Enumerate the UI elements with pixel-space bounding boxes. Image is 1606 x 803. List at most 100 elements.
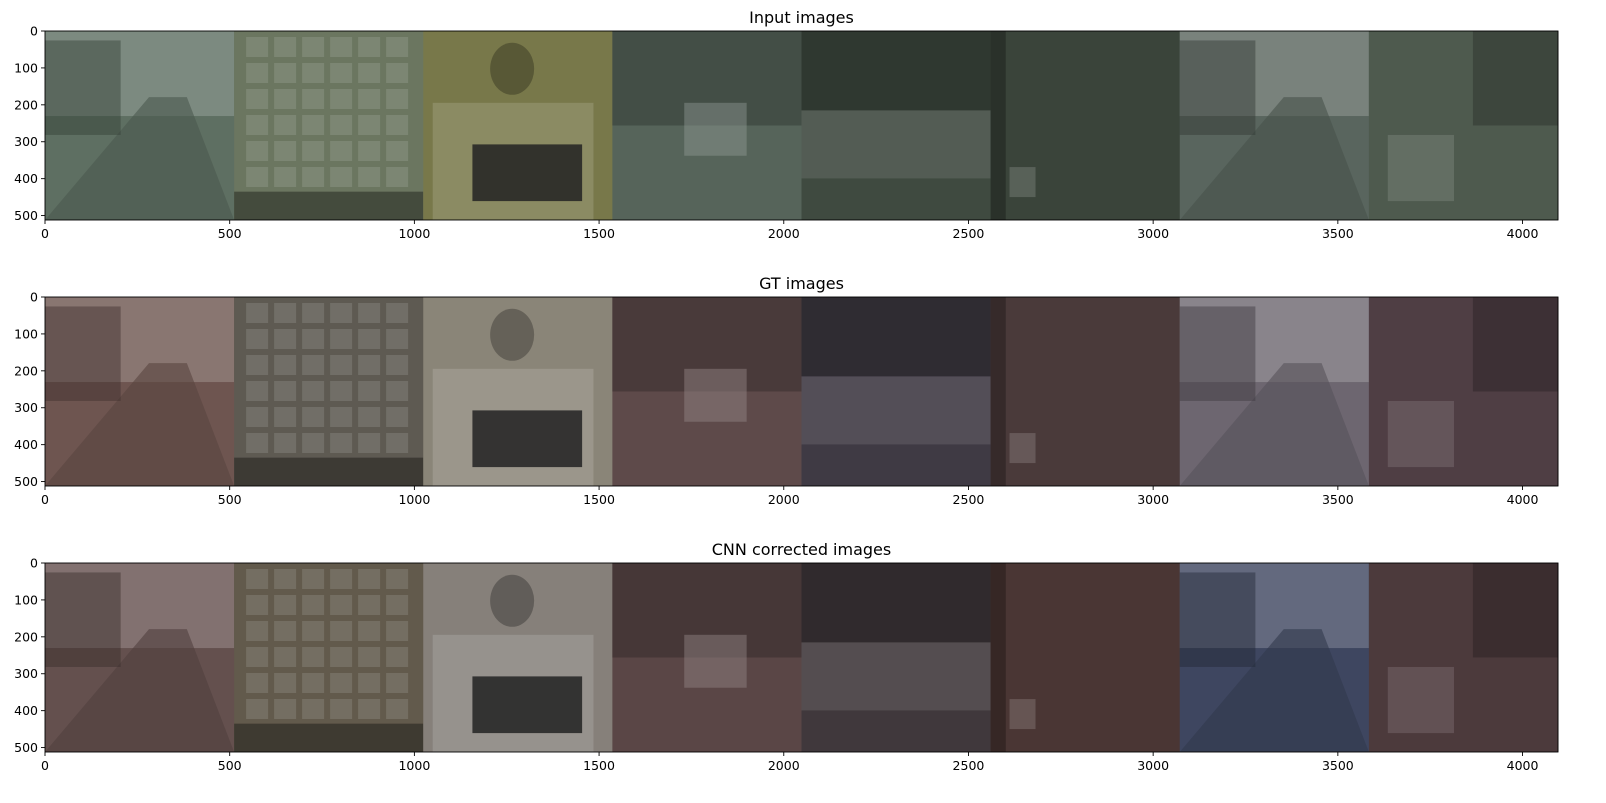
sofa — [1387, 400, 1454, 468]
y-tick-label: 500 — [14, 740, 38, 755]
glass-block — [302, 37, 325, 57]
x-tick-label: 2500 — [953, 492, 985, 507]
glass-block — [302, 355, 325, 375]
glass-block — [302, 115, 325, 135]
building-region — [1179, 572, 1256, 667]
y-tick-label: 200 — [14, 629, 38, 644]
glass-block — [246, 673, 269, 693]
building-region — [45, 306, 121, 401]
glass-block — [358, 37, 381, 57]
colorchecker — [472, 676, 583, 734]
glass-block — [386, 381, 409, 401]
glass-block — [358, 89, 381, 109]
y-tick-label: 200 — [14, 363, 38, 378]
glass-block — [274, 569, 297, 589]
panel-title: GT images — [759, 274, 844, 293]
y-tick-label: 300 — [14, 134, 38, 149]
glass-block — [302, 699, 325, 719]
glass-block — [246, 63, 269, 83]
glass-block — [386, 37, 409, 57]
glass-block — [302, 141, 325, 161]
image-tile — [990, 563, 1181, 752]
glass-block — [274, 63, 297, 83]
y-tick-label: 100 — [14, 326, 38, 341]
trees-region — [801, 563, 991, 643]
road-region — [45, 97, 235, 220]
axes-frame — [44, 562, 1559, 753]
road-region — [45, 629, 235, 752]
glass-block — [386, 647, 409, 667]
sky-region — [1179, 563, 1369, 649]
glass-block — [274, 595, 297, 615]
y-tick-label: 0 — [30, 556, 38, 571]
x-tick-label: 2000 — [768, 492, 800, 507]
glass-block — [274, 433, 297, 453]
colorchecker — [472, 144, 583, 202]
glass-block — [358, 329, 381, 349]
image-tile — [234, 297, 424, 486]
glass-block — [386, 699, 409, 719]
glass-block — [358, 673, 381, 693]
road-region — [1179, 363, 1369, 486]
glass-block — [246, 699, 269, 719]
x-tick-label: 0 — [41, 226, 49, 241]
glass-block — [246, 115, 269, 135]
glass-block — [274, 407, 297, 427]
glass-block — [246, 595, 269, 615]
kiosk — [684, 634, 747, 688]
x-tick-label: 1000 — [398, 758, 430, 773]
glass-block — [246, 355, 269, 375]
glass-block — [330, 141, 353, 161]
building-region — [45, 40, 121, 135]
window-region — [1472, 31, 1558, 126]
building-region — [1179, 306, 1256, 401]
sill-region — [234, 457, 424, 486]
glass-block — [246, 303, 269, 323]
x-tick-label: 1000 — [398, 226, 430, 241]
glass-block — [302, 381, 325, 401]
glass-block — [386, 433, 409, 453]
y-tick-label: 100 — [14, 592, 38, 607]
glass-block — [246, 647, 269, 667]
wall-edge — [990, 563, 1006, 752]
glass-block — [330, 329, 353, 349]
person-head — [490, 574, 535, 627]
road-region — [1179, 629, 1369, 752]
glass-block — [358, 621, 381, 641]
glass-block — [358, 381, 381, 401]
y-tick-label: 0 — [30, 24, 38, 39]
y-tick-label: 300 — [14, 666, 38, 681]
kiosk — [684, 368, 747, 422]
sky-region — [45, 563, 235, 649]
glass-block — [330, 621, 353, 641]
image-tile — [990, 297, 1181, 486]
trees-region — [612, 31, 802, 126]
glass-block — [274, 673, 297, 693]
glass-block — [386, 115, 409, 135]
x-tick-label: 2000 — [768, 758, 800, 773]
x-tick-label: 1500 — [583, 226, 615, 241]
glass-block — [358, 595, 381, 615]
person-head — [490, 308, 535, 361]
glass-block — [330, 569, 353, 589]
glass-block — [358, 303, 381, 323]
glass-block — [302, 167, 325, 187]
glass-block — [246, 141, 269, 161]
panel-title: Input images — [749, 8, 854, 27]
glass-block — [302, 303, 325, 323]
fence-region — [801, 642, 991, 711]
glass-block — [358, 407, 381, 427]
y-tick-label: 300 — [14, 400, 38, 415]
glass-block — [302, 673, 325, 693]
glass-block — [386, 569, 409, 589]
x-tick-label: 500 — [218, 492, 242, 507]
x-tick-label: 3500 — [1322, 226, 1354, 241]
x-tick-label: 2000 — [768, 226, 800, 241]
glass-block — [330, 115, 353, 135]
y-tick-label: 400 — [14, 171, 38, 186]
glass-block — [246, 329, 269, 349]
y-tick-label: 400 — [14, 437, 38, 452]
colorchecker — [1009, 167, 1036, 198]
glass-block — [274, 141, 297, 161]
glass-block — [330, 381, 353, 401]
